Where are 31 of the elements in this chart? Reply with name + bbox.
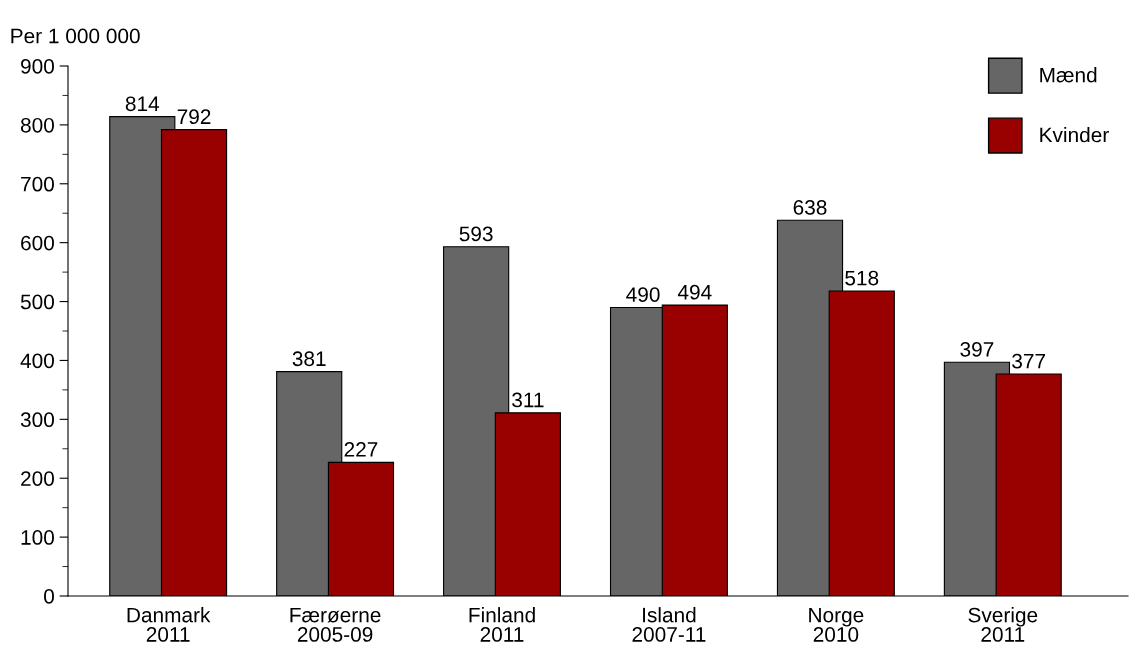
data-label: 397 (960, 341, 994, 357)
legend-label: Kvinder (1040, 127, 1109, 143)
x-tick-label: Færøerne 2005-09 (290, 607, 381, 642)
y-tick-label: 400 (20, 353, 54, 369)
data-label: 593 (459, 226, 493, 242)
x-tick-label: Island 2007-11 (632, 607, 706, 642)
y-tick-label: 100 (21, 530, 54, 545)
x-tick-label: Norge 2010 (809, 607, 864, 642)
data-label: 494 (677, 284, 712, 300)
data-label: 377 (1012, 353, 1046, 369)
x-tick-label: Finland 2011 (469, 607, 535, 642)
y-tick-label: 200 (21, 471, 54, 486)
data-label: 490 (626, 287, 660, 302)
y-tick-label: 900 (21, 59, 54, 74)
y-tick-label: 300 (20, 412, 54, 428)
y-tick-label: 800 (20, 117, 54, 133)
data-label: 227 (344, 442, 378, 457)
x-tick-label: Sverige 2011 (968, 607, 1038, 642)
x-tick-label: Danmark 2011 (127, 607, 211, 642)
y-tick-label: 0 (44, 589, 54, 604)
y-tick-label: 700 (21, 176, 54, 192)
y-axis-title: Per 1 000 000 (11, 28, 140, 44)
y-tick-label: 600 (21, 235, 54, 251)
data-label: 638 (793, 200, 827, 215)
data-label: 311 (512, 392, 544, 408)
y-tick-label: 500 (20, 294, 54, 310)
data-label: 381 (292, 351, 326, 367)
data-label: 814 (125, 96, 160, 112)
legend-label: Mænd (1040, 67, 1097, 83)
data-label: 518 (845, 270, 879, 286)
data-label: 792 (177, 109, 211, 125)
